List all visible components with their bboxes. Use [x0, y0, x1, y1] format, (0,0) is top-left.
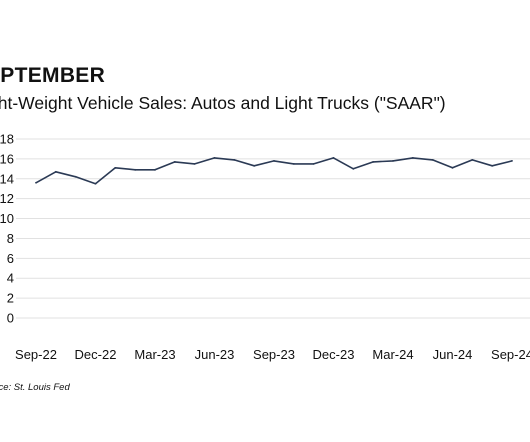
data-point — [352, 167, 355, 170]
series-layer — [35, 156, 513, 185]
data-point — [94, 182, 97, 185]
chart-title: EPTEMBER — [0, 64, 106, 87]
y-axis-ticks: 0 2 4 6 8 10 12 14 16 18 — [0, 132, 14, 326]
y-tick-label: 0 — [7, 311, 14, 326]
data-point — [511, 159, 513, 162]
data-point — [173, 160, 176, 163]
data-point — [491, 164, 494, 167]
gridlines — [16, 138, 530, 319]
data-point — [233, 158, 236, 161]
data-point — [471, 158, 474, 161]
y-tick-label: 2 — [7, 291, 14, 306]
data-point — [114, 166, 117, 169]
y-tick-label: 10 — [0, 211, 14, 226]
x-tick-label: Mar-23 — [134, 347, 175, 362]
y-tick-label: 4 — [7, 271, 14, 286]
x-axis-ticks: Sep-22 Dec-22 Mar-23 Jun-23 Sep-23 Dec-23 Mar-… — [15, 347, 530, 362]
x-tick-label: Sep-23 — [253, 347, 295, 362]
data-point — [74, 175, 77, 178]
data-point — [292, 162, 295, 165]
data-point — [411, 156, 414, 159]
series-line — [35, 157, 513, 185]
data-point — [372, 160, 375, 163]
data-point — [154, 168, 156, 171]
data-point — [392, 159, 394, 162]
y-tick-label: 12 — [0, 191, 14, 206]
y-tick-label: 16 — [0, 151, 14, 166]
x-tick-label: Mar-24 — [372, 347, 413, 362]
chart-subtitle: ght-Weight Vehicle Sales: Autos and Ligh… — [0, 93, 446, 113]
data-point — [253, 164, 256, 167]
data-point — [273, 159, 275, 162]
data-point — [332, 156, 335, 159]
x-tick-label: Sep-22 — [15, 347, 57, 362]
y-tick-label: 6 — [7, 251, 14, 266]
data-point — [54, 170, 57, 173]
data-point — [134, 168, 137, 171]
x-tick-label: Dec-22 — [75, 347, 117, 362]
y-tick-label: 8 — [7, 231, 14, 246]
source-note: urce: St. Louis Fed — [0, 382, 70, 393]
x-tick-label: Sep-24 — [491, 347, 530, 362]
x-tick-label: Dec-23 — [313, 347, 355, 362]
x-tick-label: Jun-24 — [433, 347, 473, 362]
data-point — [312, 162, 315, 165]
y-tick-label: 14 — [0, 171, 14, 186]
data-point — [213, 156, 216, 159]
data-point — [451, 166, 454, 169]
y-tick-label: 18 — [0, 132, 14, 147]
data-point — [193, 162, 196, 165]
data-point — [431, 158, 434, 161]
x-tick-label: Jun-23 — [195, 347, 235, 362]
data-point — [35, 181, 37, 184]
